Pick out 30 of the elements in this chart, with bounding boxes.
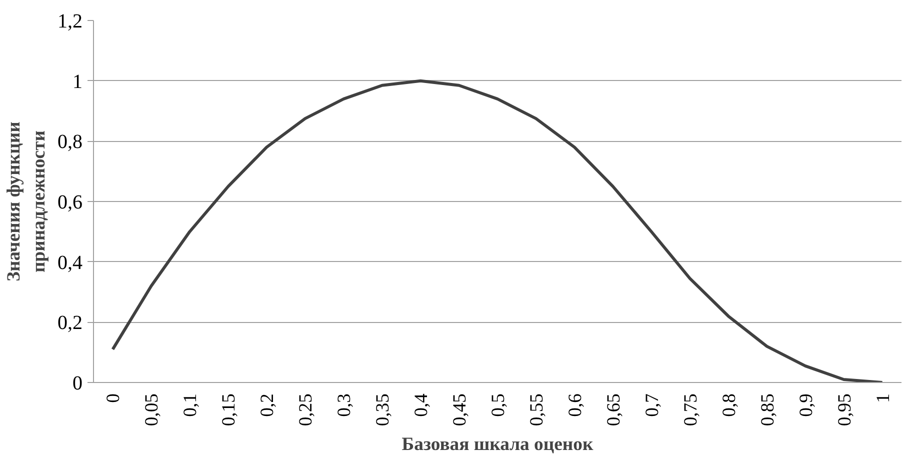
x-tick-label: 0,9: [796, 393, 817, 417]
x-tick-label: 0,65: [603, 393, 624, 426]
y-axis-title: Значения функции принадлежности: [3, 121, 50, 282]
line-series: [111, 79, 884, 382]
x-tick-label: 0,2: [257, 393, 278, 417]
x-tick-label: 0,85: [757, 393, 778, 426]
x-tick-label: 0,8: [718, 393, 740, 417]
x-tick-label: 0,75: [680, 393, 702, 426]
x-tick-label: 1: [872, 394, 894, 403]
x-tick-label: 0: [103, 394, 124, 403]
x-tick-label: 0,1: [180, 393, 202, 417]
x-tick-label: 0,3: [334, 393, 356, 417]
x-tick-label: 0,35: [372, 393, 394, 426]
x-tick-label: 0,5: [488, 393, 509, 417]
y-tick-label: 0,4: [58, 252, 82, 274]
x-tick-label: 0,15: [218, 393, 240, 426]
y-tick-label: 0,2: [58, 312, 82, 334]
x-tick-label: 0,45: [450, 393, 471, 426]
x-axis-title: Базовая шкала оценок: [402, 434, 594, 456]
x-tick-label: 0,55: [526, 393, 548, 426]
x-tick-label: 0,4: [411, 392, 432, 417]
x-tick-label: 0,7: [642, 393, 663, 417]
x-tick-label: 0,6: [564, 393, 586, 417]
x-tick-label: 0,25: [296, 393, 317, 426]
y-tick-label: 1,2: [58, 10, 82, 32]
x-tick-label: 0,05: [142, 393, 163, 426]
y-tick-label: 1: [72, 70, 82, 93]
x-tick-label: 0,95: [834, 393, 856, 426]
y-tick-label: 0,8: [58, 131, 82, 154]
y-tick-label: 0,6: [58, 192, 82, 214]
